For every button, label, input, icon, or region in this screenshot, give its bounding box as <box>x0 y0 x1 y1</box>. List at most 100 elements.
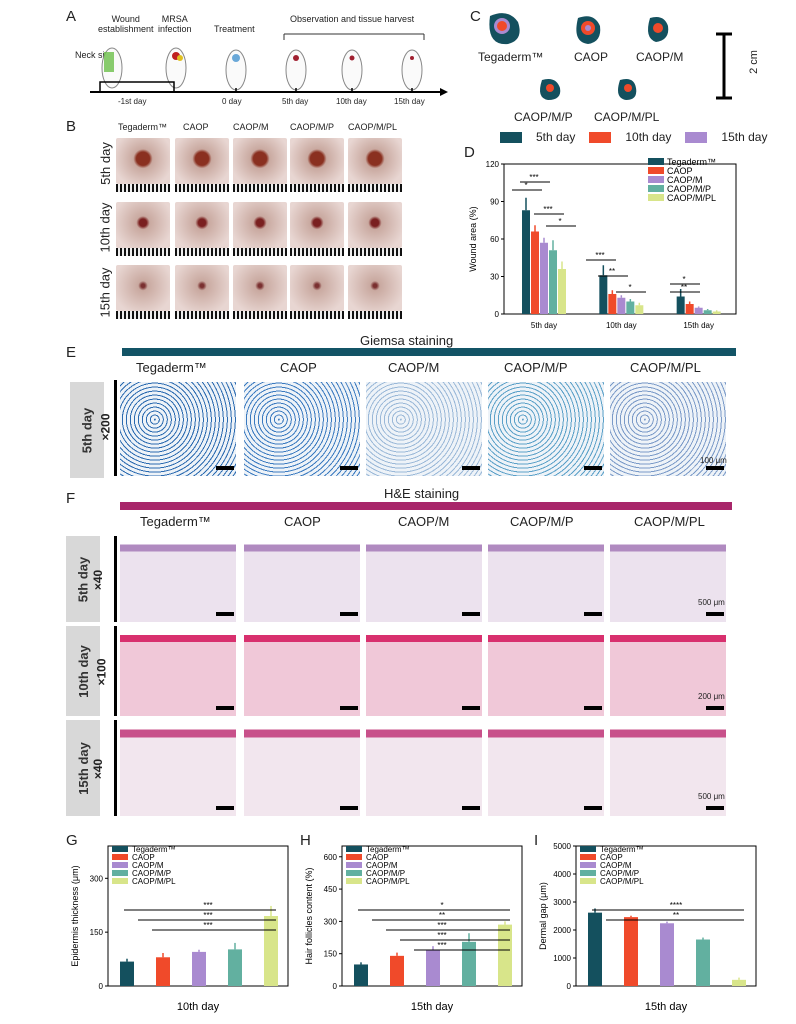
he-image <box>120 626 236 716</box>
wound-photo <box>233 138 287 184</box>
c-legend-swatch-0 <box>500 131 522 143</box>
wound-photo <box>290 138 344 184</box>
d-bar <box>540 242 548 314</box>
scale-bar <box>706 466 724 470</box>
photo-ruler <box>175 184 229 192</box>
h-legend-swatch <box>346 862 362 868</box>
d-bar <box>617 297 626 314</box>
d-sig-label: * <box>558 217 561 226</box>
he-image <box>120 720 236 816</box>
g-legend-swatch <box>112 846 128 852</box>
he-image <box>244 626 360 716</box>
d-sig-label: ** <box>681 283 687 292</box>
h-sig-label: * <box>440 901 443 910</box>
d-xtick-label: 10th day <box>606 321 637 330</box>
i-ytick-label: 2000 <box>553 926 571 935</box>
f-scale-label: 500 μm <box>698 792 725 801</box>
wound-photo <box>348 138 402 184</box>
d-ytick-label: 120 <box>486 160 500 169</box>
g-legend-label: CAOP <box>132 853 155 862</box>
he-image <box>366 720 482 816</box>
f-vline <box>114 720 117 816</box>
c-name-4: CAOP/M/PL <box>594 110 660 124</box>
i-bar <box>624 917 638 986</box>
giemsa-image <box>120 382 236 476</box>
wound-photo <box>116 138 170 184</box>
c-legend-1: 10th day <box>625 130 672 144</box>
photo-ruler <box>116 248 170 256</box>
g-legend-label: CAOP/M/P <box>132 869 171 878</box>
i-bar <box>660 923 674 986</box>
he-image <box>244 536 360 622</box>
scale-bar <box>584 612 602 616</box>
c-legend-swatch-1 <box>589 131 612 143</box>
photo-ruler <box>175 311 229 319</box>
d-xtick-label: 5th day <box>531 321 557 330</box>
f-mag: ×40 <box>91 569 106 591</box>
panel-label-i: I <box>534 832 539 849</box>
h-ytick-label: 0 <box>333 982 338 991</box>
step-mrsa: MRSA infection <box>158 14 192 34</box>
i-sig-label: **** <box>670 901 682 910</box>
he-image <box>610 626 726 716</box>
panel-label-h: H <box>300 832 311 849</box>
giemsa-bar <box>122 348 736 356</box>
he-image <box>366 626 482 716</box>
wound-photo <box>233 265 287 311</box>
wound-photo <box>348 265 402 311</box>
panel-label-c: C <box>470 8 481 25</box>
e-scale-label: 100 μm <box>700 456 727 465</box>
d-bar <box>522 210 530 314</box>
tick-minus1: -1st day <box>118 97 147 106</box>
c-legend-swatch-2 <box>685 131 708 143</box>
panel-label-a: A <box>66 8 77 25</box>
d-sig-label: * <box>524 181 527 190</box>
wound-trace-drawing <box>489 13 732 100</box>
photo-ruler <box>348 184 402 192</box>
d-legend-label: CAOP/M/P <box>667 184 711 194</box>
f-mag: ×100 <box>94 658 109 686</box>
i-legend-label: CAOP/M/PL <box>600 877 644 886</box>
d-legend-swatch <box>648 158 664 165</box>
wound-photo <box>233 202 287 248</box>
i-ytick-label: 0 <box>567 982 572 991</box>
he-image <box>120 536 236 622</box>
g-sig-label: *** <box>203 911 212 920</box>
b-row-5: 5th day <box>97 142 113 185</box>
panel-label-d: D <box>464 144 475 161</box>
h-legend-label: CAOP/M <box>366 861 398 870</box>
b-row-10: 10th day <box>97 202 113 253</box>
photo-ruler <box>233 311 287 319</box>
he-image <box>610 720 726 816</box>
h-ylabel: Hair follicles content (%) <box>304 867 314 964</box>
photo-ruler <box>290 248 344 256</box>
d-sig-label: *** <box>529 173 538 182</box>
e-day-box: 5th day <box>70 382 104 478</box>
h-ytick-label: 450 <box>324 885 338 894</box>
d-bar <box>558 269 566 314</box>
d-bar <box>712 311 721 314</box>
h-ytick-label: 300 <box>324 917 338 926</box>
h-bar <box>498 924 512 986</box>
d-ytick-label: 90 <box>490 198 499 207</box>
scale-bar <box>340 806 358 810</box>
b-row-15: 15th day <box>97 267 113 318</box>
g-legend-swatch <box>112 878 128 884</box>
i-legend-swatch <box>580 870 596 876</box>
c-name-2: CAOP/M <box>636 50 684 64</box>
c-legend-2: 15th day <box>721 130 768 144</box>
f-col-2: CAOP/M <box>398 514 450 529</box>
scale-bar <box>216 612 234 616</box>
giemsa-title: Giemsa staining <box>360 333 454 348</box>
i-ylabel: Dermal gap (μm) <box>538 882 548 950</box>
i-bar <box>732 979 746 986</box>
g-bar <box>156 957 170 986</box>
f-vline <box>114 626 117 716</box>
neck-site-label: Neck site <box>75 50 113 60</box>
d-bar <box>608 294 617 314</box>
wound-photo <box>290 202 344 248</box>
f-vline <box>114 536 117 622</box>
scale-bar <box>340 466 358 470</box>
d-legend-label: CAOP/M <box>667 175 703 185</box>
scale-bar <box>462 466 480 470</box>
